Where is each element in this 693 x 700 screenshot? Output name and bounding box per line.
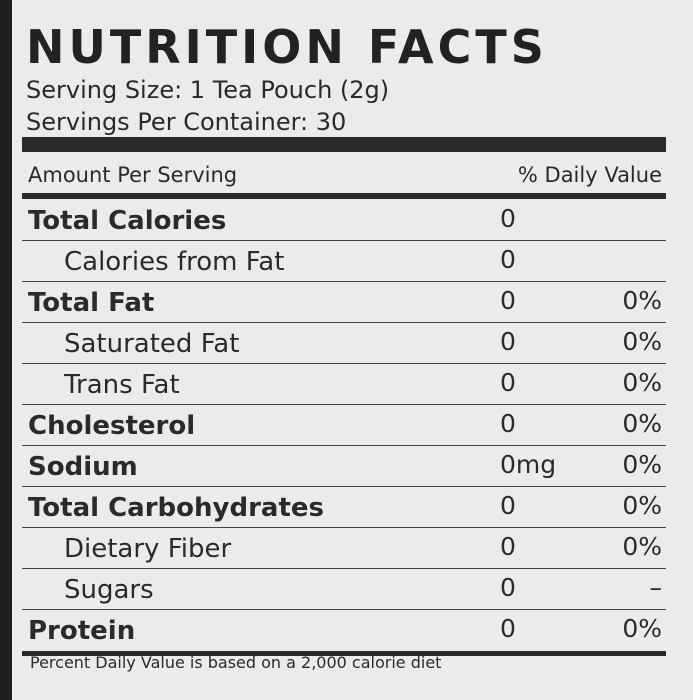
label-panel: NUTRITION FACTS Serving Size: 1 Tea Pouc… <box>12 0 693 700</box>
nutrient-amount: 0 <box>500 286 516 315</box>
row-rule <box>22 608 666 610</box>
nutrient-row: Protein 0 0% <box>12 610 693 651</box>
row-rule <box>22 239 666 241</box>
nutrient-name: Dietary Fiber <box>64 534 232 564</box>
row-rule <box>22 403 666 405</box>
title: NUTRITION FACTS <box>26 20 548 74</box>
nutrient-amount: 0mg <box>500 450 557 479</box>
nutrient-name: Sugars <box>64 575 154 605</box>
amount-header: Amount Per Serving <box>28 163 238 187</box>
nutrient-name: Cholesterol <box>28 411 196 441</box>
serving-size: Serving Size: 1 Tea Pouch (2g) <box>26 76 390 104</box>
nutrient-daily-value: – <box>649 573 663 602</box>
daily-value-header: % Daily Value <box>517 163 662 187</box>
nutrient-amount: 0 <box>500 368 516 397</box>
nutrient-amount: 0 <box>500 204 516 233</box>
row-rule <box>22 485 666 487</box>
nutrient-row: Total Fat 0 0% <box>12 282 693 323</box>
nutrient-row: Dietary Fiber 0 0% <box>12 528 693 569</box>
nutrient-name: Saturated Fat <box>64 329 240 359</box>
nutrient-daily-value: 0% <box>622 614 662 643</box>
nutrient-amount: 0 <box>500 614 516 643</box>
nutrient-name: Protein <box>28 616 136 646</box>
nutrient-row: Saturated Fat 0 0% <box>12 323 693 364</box>
nutrient-row: Cholesterol 0 0% <box>12 405 693 446</box>
nutrient-row: Total Calories 0 <box>12 200 693 241</box>
nutrient-amount: 0 <box>500 409 516 438</box>
nutrient-amount: 0 <box>500 532 516 561</box>
nutrient-row: Trans Fat 0 0% <box>12 364 693 405</box>
servings-per-container: Servings Per Container: 30 <box>26 108 347 136</box>
row-rule <box>22 444 666 446</box>
nutrient-name: Total Carbohydrates <box>28 493 324 523</box>
nutrient-daily-value: 0% <box>622 491 662 520</box>
nutrient-amount: 0 <box>500 327 516 356</box>
nutrient-name: Trans Fat <box>64 370 180 400</box>
row-rule <box>22 526 666 528</box>
nutrient-amount: 0 <box>500 491 516 520</box>
thick-rule <box>22 137 666 152</box>
row-rule <box>22 567 666 569</box>
nutrient-name: Calories from Fat <box>64 247 285 277</box>
nutrient-row: Calories from Fat 0 <box>12 241 693 282</box>
medium-rule <box>22 193 666 199</box>
nutrient-row: Sugars 0 – <box>12 569 693 610</box>
nutrient-name: Total Fat <box>28 288 155 318</box>
footnote: Percent Daily Value is based on a 2,000 … <box>30 653 442 672</box>
nutrient-row: Sodium 0mg 0% <box>12 446 693 487</box>
bottom-rule <box>22 651 666 656</box>
nutrient-name: Sodium <box>28 452 138 482</box>
nutrient-row: Total Carbohydrates 0 0% <box>12 487 693 528</box>
row-rule <box>22 362 666 364</box>
nutrient-daily-value: 0% <box>622 450 662 479</box>
nutrient-name: Total Calories <box>28 206 227 236</box>
row-rule <box>22 280 666 282</box>
nutrient-daily-value: 0% <box>622 327 662 356</box>
nutrient-daily-value: 0% <box>622 286 662 315</box>
nutrient-daily-value: 0% <box>622 532 662 561</box>
nutrient-daily-value: 0% <box>622 368 662 397</box>
nutrient-amount: 0 <box>500 245 516 274</box>
nutrient-daily-value: 0% <box>622 409 662 438</box>
nutrient-amount: 0 <box>500 573 516 602</box>
row-rule <box>22 321 666 323</box>
